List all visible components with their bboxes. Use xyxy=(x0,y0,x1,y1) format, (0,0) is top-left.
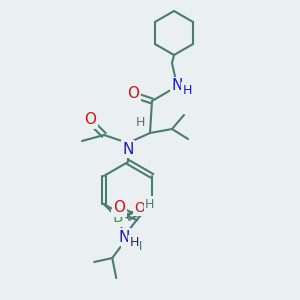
Text: H: H xyxy=(133,239,142,253)
Text: O: O xyxy=(84,112,96,128)
Text: B: B xyxy=(112,211,123,226)
Text: O: O xyxy=(134,201,145,215)
Text: N: N xyxy=(118,230,130,244)
Text: H: H xyxy=(182,83,192,97)
Text: O: O xyxy=(113,200,125,215)
Text: N: N xyxy=(171,79,183,94)
Text: H: H xyxy=(135,116,145,130)
Text: H: H xyxy=(130,236,139,250)
Text: H: H xyxy=(145,197,154,211)
Text: O: O xyxy=(122,233,133,247)
Text: O: O xyxy=(127,86,139,101)
Text: N: N xyxy=(122,142,134,157)
